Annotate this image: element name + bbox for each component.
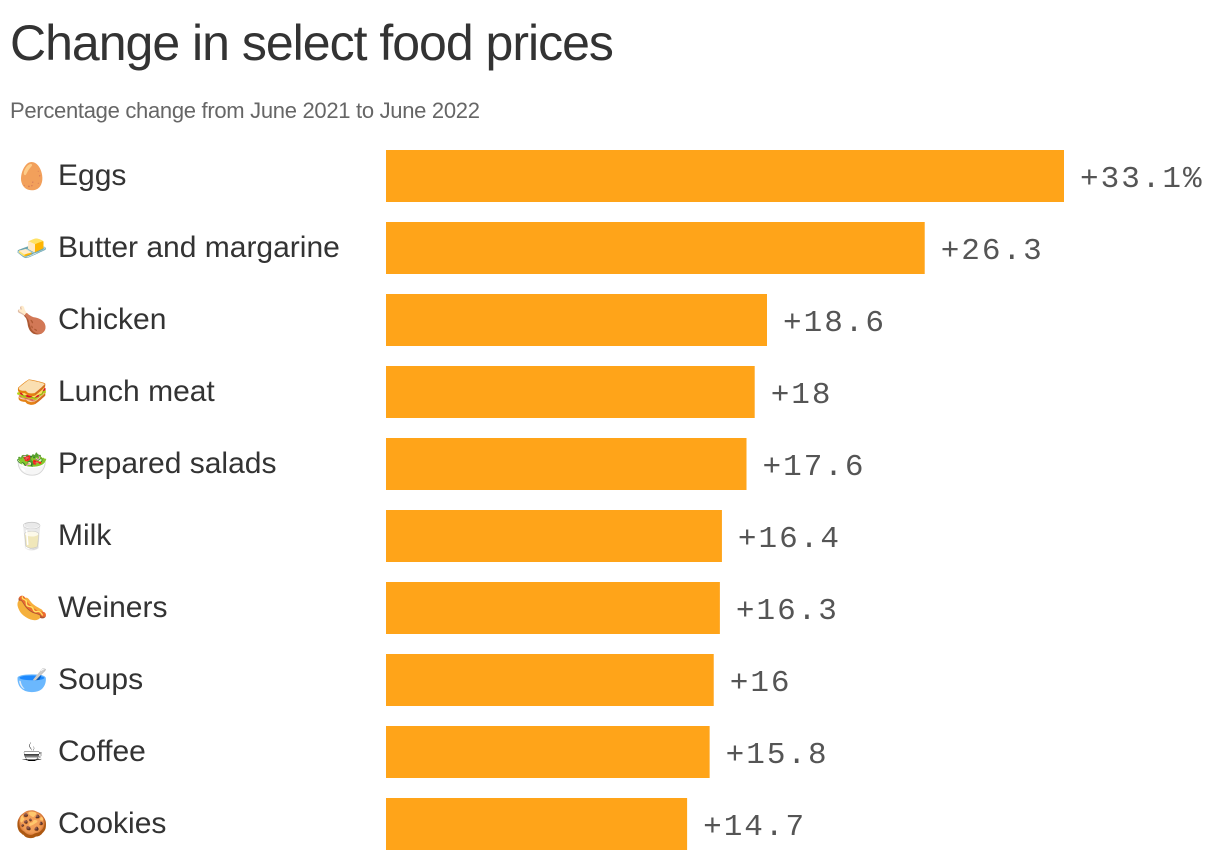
chart-title: Change in select food prices bbox=[10, 15, 614, 71]
chart-subtitle: Percentage change from June 2021 to June… bbox=[10, 98, 480, 123]
butter-icon: 🧈 bbox=[16, 234, 48, 264]
bar bbox=[386, 222, 925, 274]
value-label: +18 bbox=[771, 378, 833, 413]
category-label: Coffee bbox=[58, 735, 146, 768]
category-label: Cookies bbox=[58, 807, 166, 840]
bar bbox=[386, 366, 755, 418]
value-label: +18.6 bbox=[783, 306, 886, 341]
category-label: Weiners bbox=[58, 591, 167, 624]
salad-icon: 🥗 bbox=[16, 450, 48, 480]
soup-bowl-icon: 🥣 bbox=[16, 666, 48, 696]
value-label: +16.3 bbox=[736, 594, 839, 629]
value-label: +26.3 bbox=[941, 234, 1044, 269]
bar bbox=[386, 798, 688, 850]
chicken-leg-icon: 🍗 bbox=[16, 305, 48, 336]
category-label: Chicken bbox=[58, 303, 166, 336]
bar bbox=[386, 438, 747, 490]
egg-icon: 🥚 bbox=[16, 161, 48, 192]
bar bbox=[386, 726, 710, 778]
value-label: +33.1% bbox=[1080, 162, 1204, 197]
category-label: Butter and margarine bbox=[58, 231, 340, 264]
category-label: Lunch meat bbox=[58, 375, 215, 408]
value-label: +17.6 bbox=[763, 450, 866, 485]
bar bbox=[386, 150, 1064, 202]
bar bbox=[386, 582, 720, 634]
sandwich-icon: 🥪 bbox=[16, 378, 48, 408]
category-label: Milk bbox=[58, 519, 112, 552]
category-label: Soups bbox=[58, 663, 143, 696]
cookie-icon: 🍪 bbox=[16, 809, 48, 840]
milk-glass-icon: 🥛 bbox=[16, 521, 48, 552]
bar bbox=[386, 294, 767, 346]
value-label: +16 bbox=[730, 666, 792, 701]
value-label: +15.8 bbox=[726, 738, 829, 773]
category-label: Prepared salads bbox=[58, 447, 276, 480]
coffee-icon: ☕ bbox=[20, 738, 43, 768]
category-label: Eggs bbox=[58, 159, 126, 192]
bar bbox=[386, 654, 714, 706]
value-label: +14.7 bbox=[703, 810, 806, 845]
bar bbox=[386, 510, 722, 562]
value-label: +16.4 bbox=[738, 522, 841, 557]
hot-dog-icon: 🌭 bbox=[16, 594, 48, 624]
